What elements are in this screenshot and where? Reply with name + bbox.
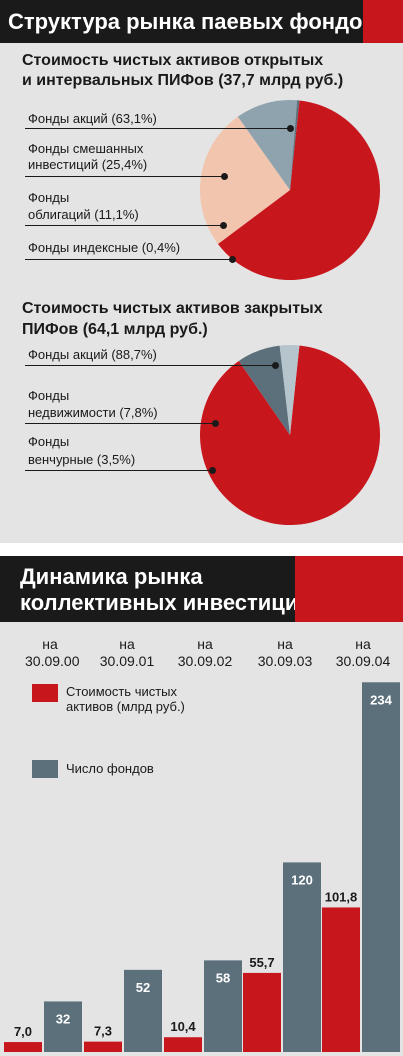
fund-count-bar-3 <box>283 862 321 1052</box>
column-date-2000: на 30.09.00 <box>25 636 80 670</box>
column-date-prefix: на <box>277 636 293 652</box>
legend-label-net-assets-2: активов (млрд руб.) <box>66 699 185 714</box>
net-assets-bar-2 <box>164 1037 202 1052</box>
fund-count-value-label: 32 <box>56 1011 70 1026</box>
legend-swatch-fund-count <box>32 760 58 778</box>
pie2-label-stocks: Фонды акций (88,7%) <box>28 347 157 362</box>
pie2-marker-stocks <box>272 362 279 369</box>
pie1-label-stocks: Фонды акций (63,1%) <box>28 111 157 126</box>
column-date-value: 30.09.04 <box>335 653 391 669</box>
fund-structure-panel: Структура рынка паевых фондов Стоимость … <box>0 0 403 543</box>
legend-label-fund-count: Число фондов <box>66 761 154 776</box>
column-date-prefix: на <box>119 636 135 652</box>
fund-count-value-label: 58 <box>216 970 230 985</box>
pie1-slice-1 <box>199 116 290 244</box>
column-date-prefix: на <box>42 636 58 652</box>
net-assets-value-label: 10,4 <box>170 1019 196 1034</box>
column-date-value: 30.09.03 <box>257 653 313 669</box>
pie2-label-realty-1: Фонды <box>28 388 70 403</box>
column-date-prefix: на <box>355 636 371 652</box>
pie2-label-venture-2: венчурные (3,5%) <box>28 452 136 467</box>
pie1-marker-bonds <box>220 222 227 229</box>
closed-funds-title-line1: Стоимость чистых активов закрытых <box>22 300 323 317</box>
pie1-marker-index <box>229 256 236 263</box>
column-date-2002: на 30.09.02 <box>175 636 235 670</box>
column-date-prefix: на <box>197 636 213 652</box>
pie1-slice-2 <box>237 99 298 190</box>
legend-swatch-net-assets <box>32 684 58 702</box>
column-date-2003: на 30.09.03 <box>255 636 315 670</box>
pie2-slice-2 <box>279 345 300 435</box>
column-date-2004: на 30.09.04 <box>333 636 393 670</box>
pie1-marker-stocks <box>287 125 294 132</box>
fund-count-value-label: 52 <box>136 980 150 995</box>
open-funds-pie-chart <box>199 99 380 280</box>
column-date-value: 30.09.01 <box>99 653 155 669</box>
net-assets-value-label: 7,0 <box>14 1024 32 1039</box>
column-date-2001: на 30.09.01 <box>97 636 157 670</box>
column-date-value: 30.09.02 <box>177 653 233 669</box>
pie1-label-bonds-2: облигаций (11,1%) <box>28 207 139 222</box>
pie1-leader-mixed <box>25 176 224 177</box>
closed-funds-title-line2: ПИФов (64,1 млрд руб.) <box>22 321 208 338</box>
open-funds-title-line1: Стоимость чистых активов открытых <box>22 52 324 69</box>
fund-count-bar-4 <box>362 682 400 1052</box>
pie1-leader-bonds <box>25 225 223 226</box>
net-assets-bar-0 <box>4 1042 42 1052</box>
pie2-label-venture-1: Фонды <box>28 434 70 449</box>
market-dynamics-bar-chart: 7,0 32 7,3 52 10,4 58 55,7 120 101,8 234 <box>4 682 400 1052</box>
pie2-leader-realty <box>25 423 215 424</box>
pie2-marker-venture <box>209 467 216 474</box>
panel1-title-bar: Структура рынка паевых фондов <box>0 0 403 43</box>
pie1-leader-index <box>25 259 232 260</box>
fund-count-bar-2 <box>204 960 242 1052</box>
pie2-leader-venture <box>25 470 212 471</box>
pie1-marker-mixed <box>221 173 228 180</box>
legend-label-net-assets-1: Стоимость чистых <box>66 684 178 699</box>
pie1-label-mixed-2: инвестиций (25,4%) <box>28 157 148 172</box>
column-date-value: 30.09.00 <box>25 653 80 669</box>
open-funds-title-line2: и интервальных ПИФов (37,7 млрд руб.) <box>22 72 344 89</box>
pie2-marker-realty <box>212 420 219 427</box>
pie1-label-index: Фонды индексные (0,4%) <box>28 240 181 255</box>
net-assets-bar-3 <box>243 972 281 1052</box>
panel2-title-line1: Динамика рынка <box>20 564 203 589</box>
pie1-label-mixed-1: Фонды смешанных <box>28 141 144 156</box>
market-dynamics-panel: Динамика рынка коллективных инвестиций н… <box>0 556 403 1056</box>
net-assets-value-label: 101,8 <box>325 889 358 904</box>
net-assets-bar-1 <box>84 1041 122 1052</box>
fund-count-bar-0 <box>44 1001 82 1052</box>
fund-count-value-label: 120 <box>291 872 313 887</box>
panel2-title-bar: Динамика рынка коллективных инвестиций <box>0 556 403 622</box>
title-accent <box>363 0 403 43</box>
pie1-slice-0 <box>217 100 380 280</box>
fund-count-bar-1 <box>124 969 162 1052</box>
panel2-title-line2: коллективных инвестиций <box>20 590 312 615</box>
fund-count-value-label: 234 <box>370 692 392 707</box>
pie2-label-realty-2: недвижимости (7,8%) <box>28 405 158 420</box>
pie2-leader-stocks <box>25 365 275 366</box>
pie1-slice-3 <box>290 100 300 190</box>
net-assets-value-label: 7,3 <box>94 1024 112 1039</box>
net-assets-value-label: 55,7 <box>249 955 274 970</box>
pie2-slice-0 <box>200 345 381 525</box>
pie1-leader-stocks <box>25 128 290 129</box>
title-accent <box>295 556 403 622</box>
pie1-label-bonds-1: Фонды <box>28 190 70 205</box>
net-assets-bar-4 <box>322 907 360 1052</box>
panel1-title: Структура рынка паевых фондов <box>8 9 377 34</box>
